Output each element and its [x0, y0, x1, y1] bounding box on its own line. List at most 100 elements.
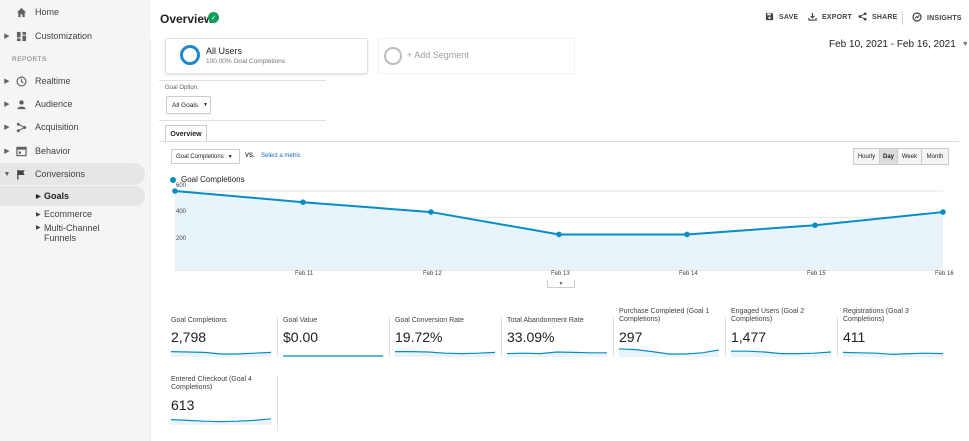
- sidebar-subitem-multi-channel-funnels[interactable]: ▶ Multi-Channel Funnels: [36, 223, 100, 243]
- metric-value: 2,798: [171, 329, 207, 345]
- chevron-right-icon: ▶: [36, 225, 41, 231]
- x-tick-label: Feb 15: [807, 271, 826, 277]
- segment-title: All Users: [206, 46, 243, 56]
- sidebar-item-acquisition[interactable]: ▶ Acquisition: [0, 116, 145, 138]
- sidebar-subitem-ecommerce[interactable]: ▶ Ecommerce: [0, 204, 145, 224]
- metric-select[interactable]: Goal Completions ▼: [171, 149, 240, 164]
- goal-option-value: All Goals: [172, 101, 199, 109]
- data-point[interactable]: [684, 231, 690, 238]
- granularity-month-button[interactable]: Month: [921, 148, 949, 165]
- metric-divider: [389, 317, 390, 357]
- share-button[interactable]: SHARE: [858, 12, 898, 23]
- sidebar-item-label: Conversions: [35, 169, 86, 179]
- sidebar-item-label: Acquisition: [35, 122, 79, 132]
- goal-completions-chart: [172, 188, 946, 271]
- granularity-day-button[interactable]: Day: [879, 148, 898, 165]
- chart-collapse-handle[interactable]: ▼: [547, 280, 575, 288]
- sparkline-area: [507, 352, 607, 357]
- chevron-right-icon: ▶: [4, 124, 10, 131]
- legend-swatch: [170, 176, 176, 183]
- metric-label: Goal Conversion Rate: [395, 317, 464, 324]
- date-range-picker[interactable]: Feb 10, 2021 - Feb 16, 2021 ▼: [829, 39, 969, 50]
- metric-tile[interactable]: Goal Completions 2,798: [171, 308, 277, 357]
- multi-channel-line-1: Multi-Channel: [44, 223, 100, 233]
- sidebar-item-behavior[interactable]: ▶ Behavior: [0, 140, 145, 162]
- y-tick-label: 200: [176, 235, 187, 242]
- sparkline-line: [619, 348, 719, 355]
- flag-icon: [14, 167, 28, 181]
- sidebar-item-customization[interactable]: ▶ Customization: [0, 25, 145, 47]
- data-point[interactable]: [172, 188, 178, 194]
- metric-tile[interactable]: Engaged Users (Goal 2 Completions) 1,477: [731, 308, 837, 357]
- metric-label: Total Abandonment Rate: [507, 317, 584, 324]
- tab-overview[interactable]: Overview: [165, 125, 207, 142]
- sidebar-subitem-label: Goals: [44, 191, 70, 201]
- chevron-down-icon: ▼: [961, 41, 969, 48]
- goal-option-select[interactable]: All Goals ▼: [166, 96, 211, 114]
- x-tick-label: Feb 13: [551, 271, 570, 277]
- metric-label: Registrations (Goal 3 Completions): [843, 308, 909, 323]
- page-title: Overview: [160, 12, 214, 26]
- insights-button[interactable]: INSIGHTS: [912, 12, 962, 24]
- sidebar-item-label: Realtime: [35, 76, 71, 86]
- person-icon: [14, 97, 28, 111]
- clock-icon: [14, 74, 28, 88]
- segment-empty-ring-icon: [384, 47, 402, 65]
- metric-value: 33.09%: [507, 329, 555, 345]
- legend-label: Goal Completions: [181, 175, 245, 184]
- sidebar-subitem-goals[interactable]: ▶ Goals: [0, 186, 145, 206]
- metric-divider: [277, 376, 278, 431]
- metric-tile[interactable]: Goal Conversion Rate 19.72%: [395, 308, 501, 357]
- goal-option-divider-bottom: [159, 120, 326, 121]
- header-divider: [902, 11, 903, 25]
- metric-value: 613: [171, 397, 195, 413]
- sidebar-item-conversions[interactable]: ▼ Conversions: [0, 163, 145, 185]
- chevron-right-icon: ▶: [4, 78, 10, 85]
- export-button[interactable]: EXPORT: [808, 12, 852, 23]
- data-point[interactable]: [428, 209, 434, 215]
- sidebar-item-label: Behavior: [35, 146, 71, 156]
- metric-label: Purchase Completed (Goal 1 Completions): [619, 308, 710, 323]
- y-tick-label: 600: [176, 183, 187, 189]
- data-point[interactable]: [300, 199, 306, 205]
- x-tick-label: Feb 16: [935, 271, 954, 277]
- metric-value: 411: [843, 329, 866, 345]
- segment-ring-icon: [180, 45, 200, 65]
- save-button[interactable]: SAVE: [765, 12, 798, 23]
- reports-section-label: REPORTS: [12, 56, 47, 63]
- chevron-right-icon: ▶: [4, 148, 10, 155]
- metric-tile[interactable]: Total Abandonment Rate 33.09%: [507, 308, 613, 357]
- metric-tile[interactable]: Entered Checkout (Goal 4 Completions) 613: [171, 376, 277, 425]
- metric-tile[interactable]: Registrations (Goal 3 Completions) 411: [843, 308, 949, 357]
- metric-tile[interactable]: Purchase Completed (Goal 1 Completions) 2…: [619, 308, 725, 357]
- segment-subtitle: 100.00% Goal Completions: [206, 58, 286, 65]
- sparkline: [283, 355, 383, 357]
- select-metric-link[interactable]: Select a metric: [261, 153, 301, 159]
- metric-divider: [613, 317, 614, 357]
- chevron-down-icon: ▼: [3, 170, 11, 178]
- sparkline-line: [171, 418, 271, 423]
- data-point[interactable]: [812, 222, 818, 229]
- add-segment-label: + Add Segment: [407, 50, 469, 60]
- sidebar-item-realtime[interactable]: ▶ Realtime: [0, 70, 145, 92]
- metric-tile[interactable]: Goal Value $0.00: [283, 308, 389, 357]
- sparkline: [731, 350, 831, 357]
- chevron-right-icon: ▶: [36, 193, 41, 200]
- chevron-right-icon: ▶: [4, 101, 10, 108]
- segment-all-users[interactable]: All Users 100.00% Goal Completions: [165, 38, 368, 74]
- metric-divider: [837, 317, 838, 357]
- sidebar-subitem-label: Ecommerce: [44, 209, 93, 219]
- sidebar-item-audience[interactable]: ▶ Audience: [0, 93, 145, 115]
- granularity-week-button[interactable]: Week: [897, 148, 922, 165]
- granularity-hourly-button[interactable]: Hourly: [853, 148, 880, 165]
- add-segment-button[interactable]: + Add Segment: [378, 38, 575, 74]
- sidebar-item-home[interactable]: Home: [0, 1, 145, 23]
- data-point[interactable]: [556, 231, 562, 238]
- sidebar-item-label: Home: [35, 7, 60, 17]
- dashboard-icon: [14, 29, 28, 43]
- chevron-right-icon: ▶: [36, 211, 41, 218]
- metric-divider: [501, 317, 502, 357]
- date-range-label: Feb 10, 2021 - Feb 16, 2021: [829, 39, 956, 50]
- sparkline-line: [731, 350, 831, 355]
- data-point[interactable]: [940, 209, 946, 215]
